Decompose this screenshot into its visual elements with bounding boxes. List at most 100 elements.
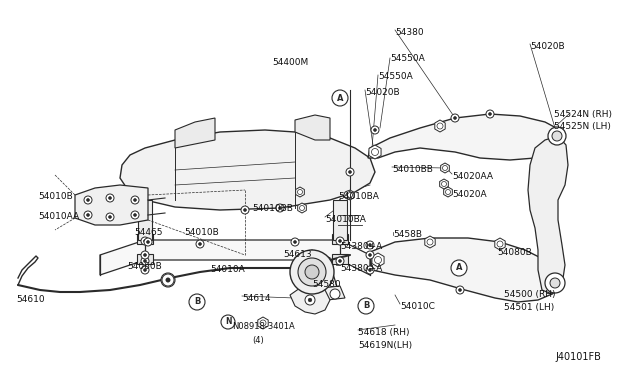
Circle shape: [336, 237, 344, 245]
Circle shape: [374, 257, 381, 263]
Circle shape: [369, 269, 371, 272]
Circle shape: [162, 274, 174, 286]
Text: 54550A: 54550A: [390, 54, 425, 63]
Circle shape: [196, 240, 204, 248]
Circle shape: [109, 216, 111, 218]
Text: 54400M: 54400M: [272, 58, 308, 67]
Polygon shape: [290, 286, 330, 314]
Circle shape: [141, 266, 149, 274]
Polygon shape: [258, 317, 268, 329]
Polygon shape: [322, 286, 345, 300]
Circle shape: [143, 254, 147, 256]
Text: 54613: 54613: [283, 250, 312, 259]
Circle shape: [371, 126, 379, 134]
Circle shape: [260, 320, 266, 326]
Text: 54610: 54610: [16, 295, 45, 304]
Circle shape: [442, 166, 447, 170]
Text: (4): (4): [252, 336, 264, 345]
Circle shape: [294, 241, 296, 243]
Circle shape: [332, 90, 348, 106]
Circle shape: [106, 194, 114, 202]
Circle shape: [198, 243, 202, 246]
Circle shape: [374, 129, 376, 131]
Circle shape: [141, 257, 149, 265]
Circle shape: [298, 189, 303, 195]
Polygon shape: [333, 200, 347, 240]
Polygon shape: [370, 238, 560, 302]
Text: 54524N (RH): 54524N (RH): [554, 110, 612, 119]
Circle shape: [445, 189, 451, 195]
Circle shape: [141, 237, 149, 245]
Circle shape: [348, 192, 353, 198]
Text: 54550A: 54550A: [378, 72, 413, 81]
Text: 54020AA: 54020AA: [452, 172, 493, 181]
Text: A: A: [337, 93, 343, 103]
Polygon shape: [528, 136, 568, 294]
Circle shape: [366, 251, 374, 259]
Text: 54380+A: 54380+A: [340, 242, 382, 251]
Circle shape: [134, 214, 136, 217]
Circle shape: [550, 278, 560, 288]
Circle shape: [451, 114, 459, 122]
Circle shape: [276, 204, 284, 212]
Text: 54010BB: 54010BB: [392, 165, 433, 174]
Circle shape: [552, 131, 562, 141]
Text: 54020B: 54020B: [365, 88, 399, 97]
Text: 54020B: 54020B: [530, 42, 564, 51]
Text: 54010B: 54010B: [38, 192, 73, 201]
Polygon shape: [346, 190, 355, 200]
Circle shape: [147, 241, 149, 243]
Text: A: A: [456, 263, 462, 273]
Polygon shape: [138, 200, 152, 240]
Circle shape: [349, 171, 351, 173]
Text: 54060B: 54060B: [127, 262, 162, 271]
Text: 54010BA: 54010BA: [325, 215, 366, 224]
Polygon shape: [296, 187, 305, 197]
Circle shape: [369, 244, 371, 246]
Circle shape: [143, 269, 147, 272]
Polygon shape: [100, 240, 370, 275]
Polygon shape: [295, 115, 330, 140]
Text: 54010BB: 54010BB: [252, 204, 293, 213]
Circle shape: [189, 294, 205, 310]
Circle shape: [330, 289, 340, 299]
Polygon shape: [368, 114, 563, 160]
Text: B: B: [194, 298, 200, 307]
Text: 54010C: 54010C: [400, 302, 435, 311]
Circle shape: [144, 238, 152, 246]
Polygon shape: [444, 187, 452, 197]
Circle shape: [143, 240, 147, 243]
Text: 54580: 54580: [312, 280, 340, 289]
Circle shape: [488, 113, 492, 115]
Text: 54501 (LH): 54501 (LH): [504, 303, 554, 312]
Text: B: B: [363, 301, 369, 311]
Circle shape: [305, 265, 319, 279]
Polygon shape: [298, 203, 307, 213]
Polygon shape: [495, 238, 505, 250]
Circle shape: [291, 238, 299, 246]
Polygon shape: [175, 118, 215, 148]
Circle shape: [371, 148, 378, 155]
Circle shape: [131, 196, 139, 204]
Circle shape: [344, 191, 352, 199]
Text: N: N: [225, 317, 231, 327]
Circle shape: [459, 289, 461, 291]
Circle shape: [456, 286, 464, 294]
Text: 54380+A: 54380+A: [340, 264, 382, 273]
Circle shape: [366, 266, 374, 274]
Text: 54618 (RH): 54618 (RH): [358, 328, 410, 337]
Text: 5458B: 5458B: [393, 230, 422, 239]
Circle shape: [143, 260, 147, 262]
Text: 54500 (RH): 54500 (RH): [504, 290, 556, 299]
Circle shape: [165, 277, 171, 283]
Text: 54020A: 54020A: [452, 190, 486, 199]
Circle shape: [497, 241, 503, 247]
Circle shape: [241, 206, 249, 214]
Circle shape: [166, 278, 170, 282]
Text: 54614: 54614: [242, 294, 271, 303]
Text: 54010BA: 54010BA: [338, 192, 379, 201]
Circle shape: [336, 257, 344, 265]
Polygon shape: [435, 120, 445, 132]
Text: 54465: 54465: [134, 228, 163, 237]
Circle shape: [346, 168, 354, 176]
